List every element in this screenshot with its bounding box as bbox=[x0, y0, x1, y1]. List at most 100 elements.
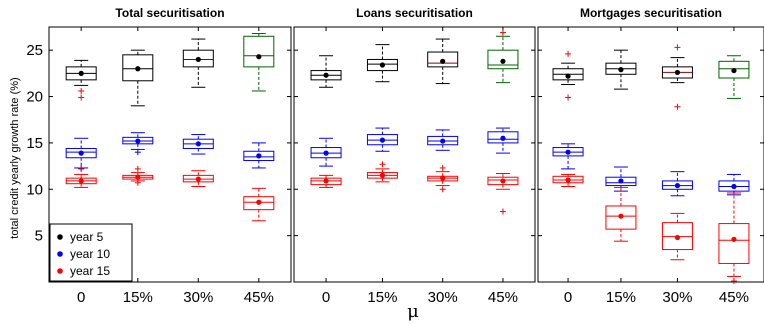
panel-frame bbox=[537, 26, 764, 283]
y-tick-label: 15 bbox=[26, 135, 43, 152]
legend-marker bbox=[57, 268, 63, 274]
x-tick-label: 30% bbox=[428, 289, 458, 306]
x-tick-label: 45% bbox=[488, 289, 518, 306]
legend-label: year 10 bbox=[70, 247, 110, 261]
mean-marker bbox=[78, 150, 84, 156]
box-year-15-0 bbox=[65, 164, 97, 188]
mean-marker bbox=[256, 199, 262, 205]
box-year-15-15pct bbox=[122, 165, 154, 186]
panel-frame bbox=[293, 26, 536, 283]
box-year-5-15pct bbox=[605, 49, 637, 90]
mean-marker bbox=[618, 178, 624, 184]
box-year-5-15pct bbox=[122, 49, 154, 107]
box-year-10-0 bbox=[65, 137, 97, 172]
outlier-marker bbox=[78, 87, 85, 94]
box-year-5-30pct bbox=[182, 38, 214, 88]
outlier-marker bbox=[134, 179, 141, 186]
mean-marker bbox=[379, 137, 386, 143]
x-tick-label: 45% bbox=[244, 289, 274, 306]
x-tick-label: 15% bbox=[606, 289, 636, 306]
x-tick-label: 15% bbox=[367, 289, 397, 306]
mean-marker bbox=[323, 150, 329, 156]
mean-marker bbox=[323, 178, 329, 184]
box-year-10-30pct bbox=[427, 129, 459, 151]
panel-2: Loans securitisation 0 15% 30% 45% bbox=[293, 6, 536, 306]
legend-label: year 5 bbox=[70, 230, 104, 244]
x-tick-label: 30% bbox=[662, 289, 692, 306]
outlier-marker bbox=[134, 149, 141, 156]
x-tick-label: 0 bbox=[77, 289, 85, 306]
mean-marker bbox=[135, 138, 141, 144]
box-body bbox=[487, 49, 519, 70]
outlier-marker bbox=[439, 186, 446, 193]
mean-marker bbox=[565, 177, 571, 183]
mean-marker bbox=[500, 178, 506, 184]
x-tick-label: 30% bbox=[183, 289, 213, 306]
box-body bbox=[243, 35, 275, 68]
box-body bbox=[427, 51, 459, 68]
mean-marker bbox=[674, 69, 681, 76]
mean-marker bbox=[674, 182, 681, 189]
box-year-10-0 bbox=[310, 137, 342, 167]
outlier-marker bbox=[499, 208, 506, 215]
mean-marker bbox=[440, 58, 446, 64]
box-year-15-45pct bbox=[487, 173, 519, 215]
box-year-10-15pct bbox=[366, 127, 398, 152]
y-tick-label: 5 bbox=[35, 228, 43, 245]
x-axis-label: μ bbox=[407, 301, 419, 322]
box-year-5-0 bbox=[310, 55, 342, 88]
box-year-5-45pct bbox=[243, 32, 275, 92]
panel-frame bbox=[48, 26, 292, 283]
outlier-marker bbox=[499, 29, 506, 36]
y-tick-label: 10 bbox=[26, 181, 43, 198]
y-axis-label: total credit yearly growth rate (%) bbox=[9, 77, 21, 238]
box-body bbox=[366, 58, 398, 72]
box-year-15-30pct bbox=[427, 164, 459, 193]
box-year-5-30pct bbox=[427, 38, 459, 85]
outlier-marker bbox=[379, 161, 386, 168]
outlier-marker bbox=[565, 50, 572, 57]
mean-marker bbox=[731, 183, 737, 190]
mean-marker bbox=[500, 135, 506, 141]
mean-marker bbox=[440, 138, 446, 144]
x-tick-label: 0 bbox=[564, 289, 572, 306]
box-year-10-30pct bbox=[661, 171, 693, 197]
legend-marker bbox=[57, 251, 63, 257]
box-year-10-45pct bbox=[487, 127, 519, 154]
legend-marker bbox=[57, 234, 63, 240]
outlier-marker bbox=[78, 94, 85, 101]
mean-marker bbox=[135, 174, 141, 180]
mean-marker bbox=[618, 213, 624, 219]
box-year-10-15pct bbox=[122, 132, 154, 156]
panel-3: Mortgages securitisation 0 15% 30% 45% bbox=[537, 6, 764, 306]
box-body bbox=[243, 196, 275, 211]
mean-marker bbox=[135, 66, 141, 72]
panels-group: Total securitisation 5 10 15 20 25 0 15% 30% 45% y… bbox=[26, 6, 764, 306]
box-year-10-15pct bbox=[605, 166, 637, 192]
box-body bbox=[487, 176, 519, 186]
mean-marker bbox=[731, 67, 737, 74]
box-year-10-45pct bbox=[718, 173, 750, 196]
mean-marker bbox=[195, 56, 201, 63]
box-year-15-45pct bbox=[243, 187, 275, 222]
box-year-10-30pct bbox=[182, 134, 214, 155]
outlier-marker bbox=[439, 164, 446, 171]
panel-title: Total securitisation bbox=[115, 6, 224, 20]
panel-title: Mortgages securitisation bbox=[580, 6, 722, 20]
box-year-15-45pct bbox=[718, 192, 750, 285]
mean-marker bbox=[256, 153, 262, 159]
box-body bbox=[122, 54, 154, 82]
outlier-marker bbox=[78, 164, 85, 171]
mean-marker bbox=[618, 67, 624, 73]
box-body bbox=[65, 147, 97, 159]
box-year-5-45pct bbox=[487, 29, 519, 84]
box-year-15-0 bbox=[310, 174, 342, 188]
legend-box bbox=[49, 223, 133, 282]
x-tick-label: 0 bbox=[322, 289, 330, 306]
box-year-15-15pct bbox=[366, 161, 398, 183]
box-year-5-0 bbox=[552, 50, 584, 101]
x-tick-label: 45% bbox=[719, 289, 749, 306]
mean-marker bbox=[78, 178, 84, 184]
mean-marker bbox=[195, 176, 201, 182]
